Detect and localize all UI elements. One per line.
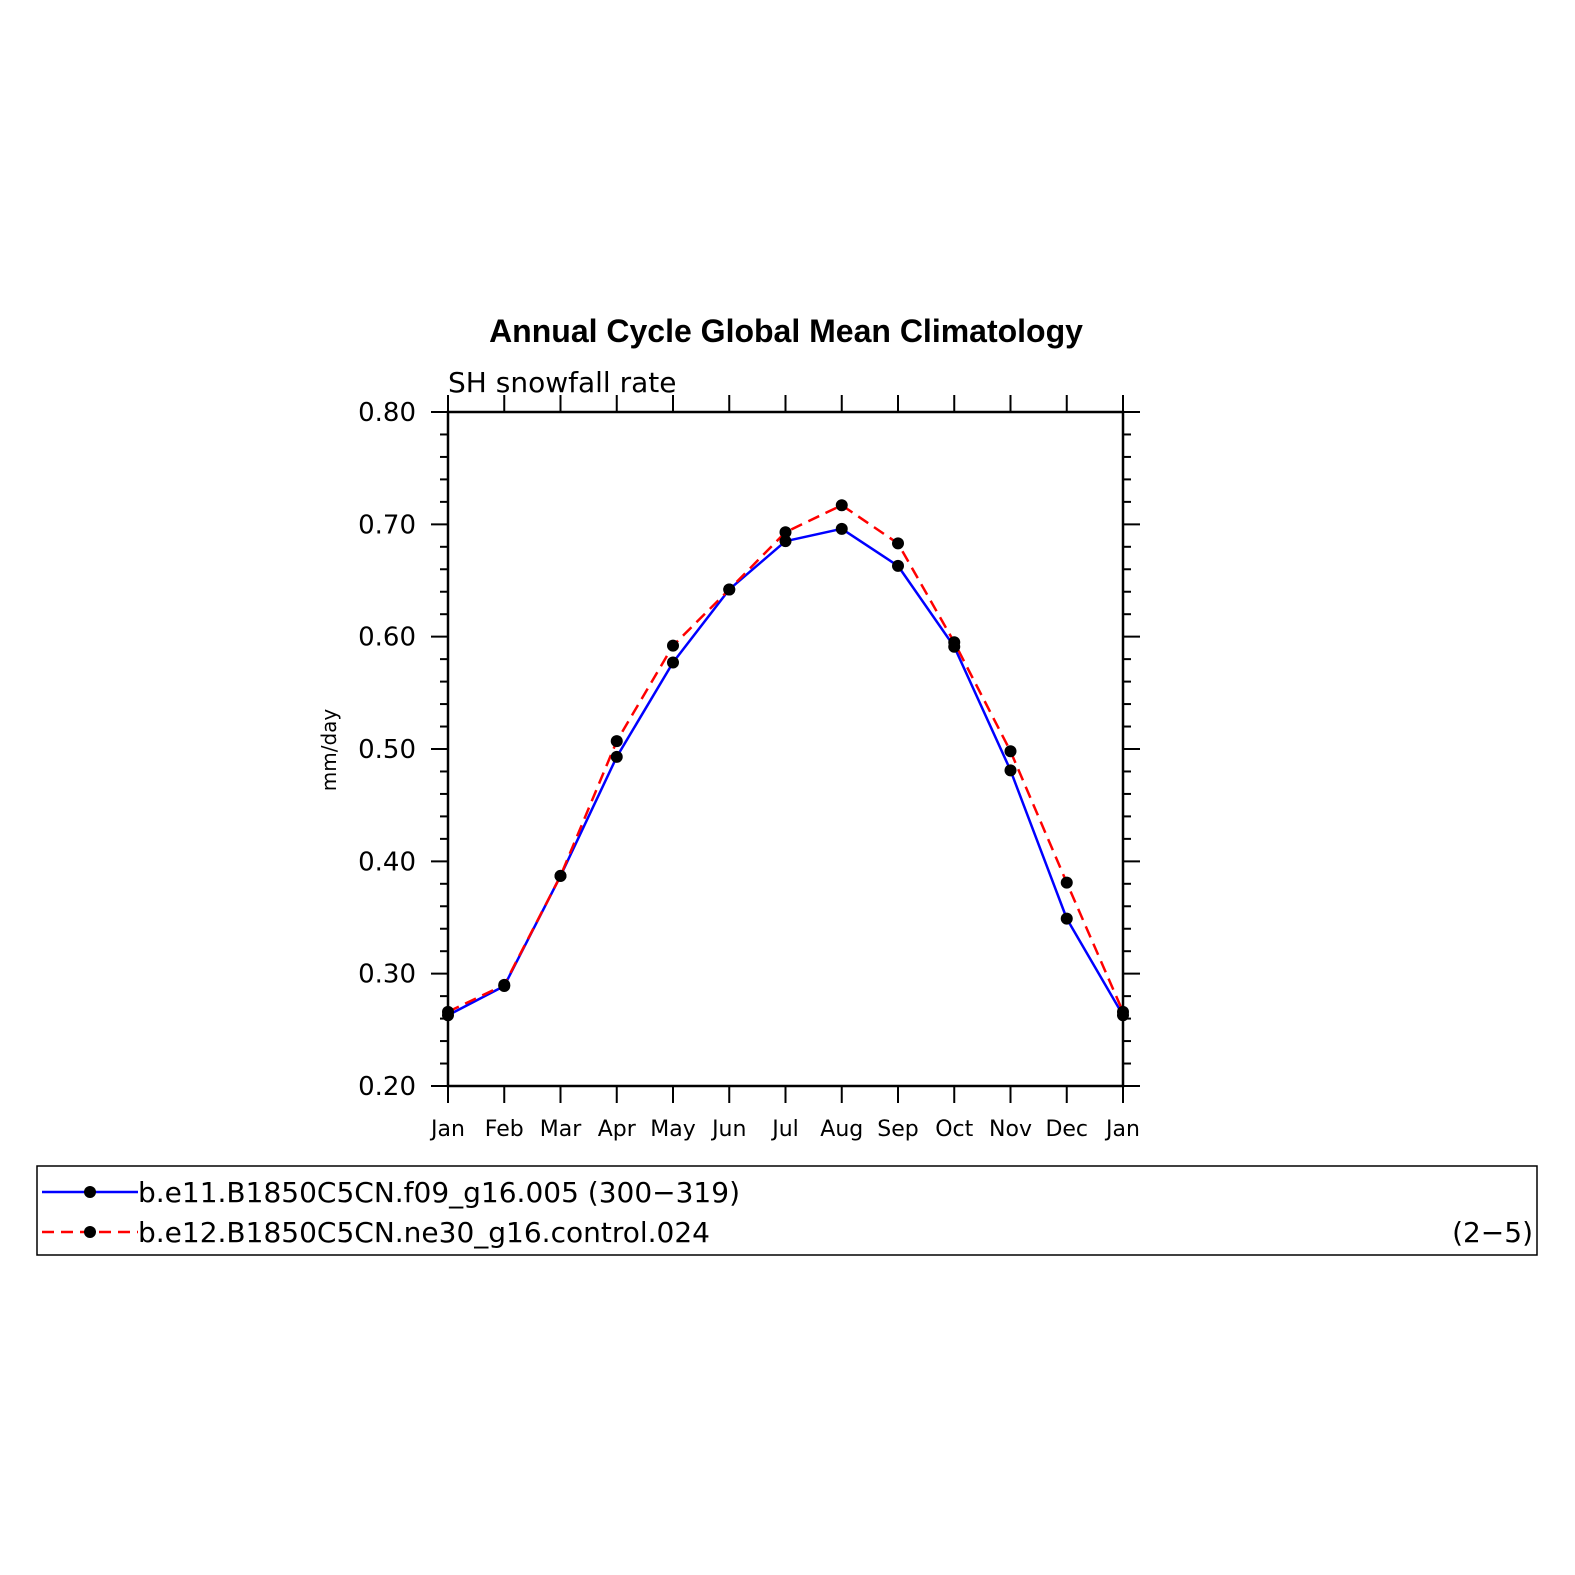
series-1-point [610,750,623,763]
legend-range-note: (2−5) [1452,1216,1533,1249]
series-2-point [1004,745,1017,758]
series-2-point [667,639,679,652]
series-2-point [1117,1005,1129,1018]
x-tick-label: Dec [1045,1117,1088,1142]
series-2-point [892,537,904,550]
series-2-point [554,869,567,882]
series-2-point [948,636,961,649]
legend-marker-series-2 [84,1226,96,1238]
plot-frame [446,410,1125,1088]
x-tick-label: Jul [770,1117,799,1142]
series-2-point [498,978,511,991]
y-tick-label: 0.40 [358,847,416,877]
series-points [442,499,1129,1022]
y-tick-label: 0.30 [358,960,416,990]
y-tick-label: 0.70 [358,510,416,540]
chart-title: Annual Cycle Global Mean Climatology [489,313,1083,349]
legend-box [36,1165,1538,1256]
series-1-point [1004,764,1017,777]
series-2-point [1060,876,1073,889]
x-tick-label: Mar [540,1117,582,1142]
legend-label-series-2: b.e12.B1850C5CN.ne30_g16.control.024 [138,1216,710,1249]
x-tick-label: Aug [820,1117,863,1142]
x-tick-label: Apr [598,1117,637,1142]
series-line-2 [447,503,1125,1013]
x-tick-label: May [650,1117,695,1142]
y-tick-label: 0.60 [358,623,416,653]
x-tick-label: Feb [485,1117,524,1142]
series-1-point [835,522,848,535]
x-tick-labels: Jan Feb Mar Apr May Jun Jul Aug Sep Oct Nov Dec Jan [429,1117,1140,1142]
x-tick-label: Jan [1104,1117,1140,1142]
x-tick-label: Jan [429,1117,465,1142]
series-1-point [1060,912,1073,925]
x-tick-label: Jun [710,1117,746,1142]
chart-subtitle: SH snowfall rate [448,366,676,399]
y-tick-label: 0.50 [358,735,416,765]
y-tick-label: 0.80 [358,398,416,428]
x-tick-label: Nov [989,1117,1032,1142]
series-2-point [610,735,623,748]
series-lines [447,503,1125,1017]
series-2-point [779,526,792,539]
y-axis-label: mm/day [317,709,341,792]
legend: b.e11.B1850C5CN.f09_g16.005 (300−319) b.… [36,1165,1538,1256]
legend-marker-series-1 [84,1186,96,1198]
legend-label-series-1: b.e11.B1850C5CN.f09_g16.005 (300−319) [138,1176,740,1209]
series-2-point [723,583,736,596]
series-line-1 [447,527,1125,1017]
series-1-point [892,559,904,572]
x-tick-label: Sep [877,1117,918,1142]
series-1-point [779,535,792,548]
y-tick-label: 0.20 [358,1072,416,1102]
x-tick-label: Oct [935,1117,973,1142]
axis-ticks [431,395,1140,1103]
series-2-point [835,499,848,512]
series-2-point [442,1005,454,1018]
series-1-point [667,656,679,669]
y-tick-labels: 0.20 0.30 0.40 0.50 0.60 0.70 0.80 [358,398,416,1102]
